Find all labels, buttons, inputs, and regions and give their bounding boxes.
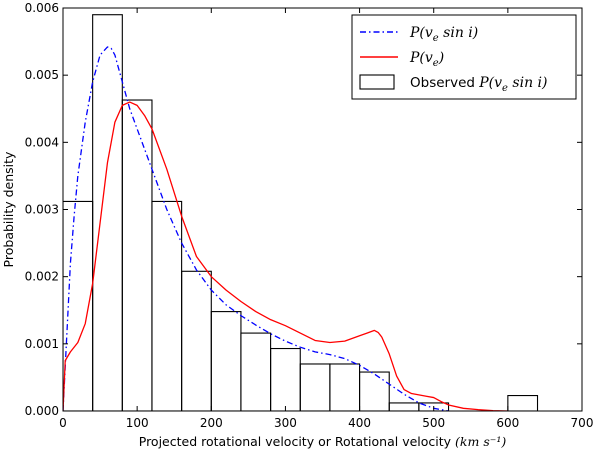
x-tick-label: 300 <box>274 416 297 430</box>
plot-area <box>63 14 539 411</box>
histogram-bar <box>418 402 450 411</box>
histogram-bar <box>299 363 331 411</box>
x-axis-label: Projected rotational velocity or Rotatio… <box>139 434 507 449</box>
histogram-bar <box>270 347 301 411</box>
y-tick-label: 0.004 <box>25 135 59 149</box>
histogram-bar <box>240 332 272 411</box>
histogram-bar <box>388 402 420 411</box>
series-line-ve-sini <box>63 46 449 411</box>
y-tick-label: 0.001 <box>25 337 59 351</box>
legend-label: P(ve sin i) <box>409 25 478 44</box>
histogram-bar <box>329 363 361 411</box>
histogram-bar <box>507 395 539 411</box>
y-tick-label: 0.000 <box>25 404 59 418</box>
histogram-bar <box>359 371 390 411</box>
y-axis-label: Probability density <box>1 151 16 267</box>
x-tick-label: 500 <box>422 416 445 430</box>
y-tick-label: 0.002 <box>25 270 59 284</box>
x-tick-label: 200 <box>200 416 223 430</box>
y-tick-label: 0.006 <box>25 1 59 15</box>
x-tick-label: 700 <box>571 416 594 430</box>
legend-swatch-observed <box>359 74 395 90</box>
histogram-bar <box>121 99 153 411</box>
y-tick-label: 0.003 <box>25 203 59 217</box>
x-tick-label: 400 <box>348 416 371 430</box>
legend-label: P(ve) <box>409 50 444 69</box>
series-line-ve <box>63 101 508 411</box>
x-tick-label: 600 <box>496 416 519 430</box>
y-tick-label: 0.005 <box>25 68 59 82</box>
x-tick-label: 0 <box>59 416 67 430</box>
histogram-bar <box>181 270 212 411</box>
x-tick-label: 100 <box>126 416 149 430</box>
histogram-bar <box>92 14 123 411</box>
legend: P(ve sin i) P(ve) Observed P(ve sin i) <box>351 14 577 100</box>
legend-label: Observed P(ve sin i) <box>410 75 548 94</box>
axes: 0 100 200 300 400 500 600 700 0.000 0.001 0.002 0.0… <box>1 1 593 449</box>
histogram-bar <box>210 311 242 411</box>
